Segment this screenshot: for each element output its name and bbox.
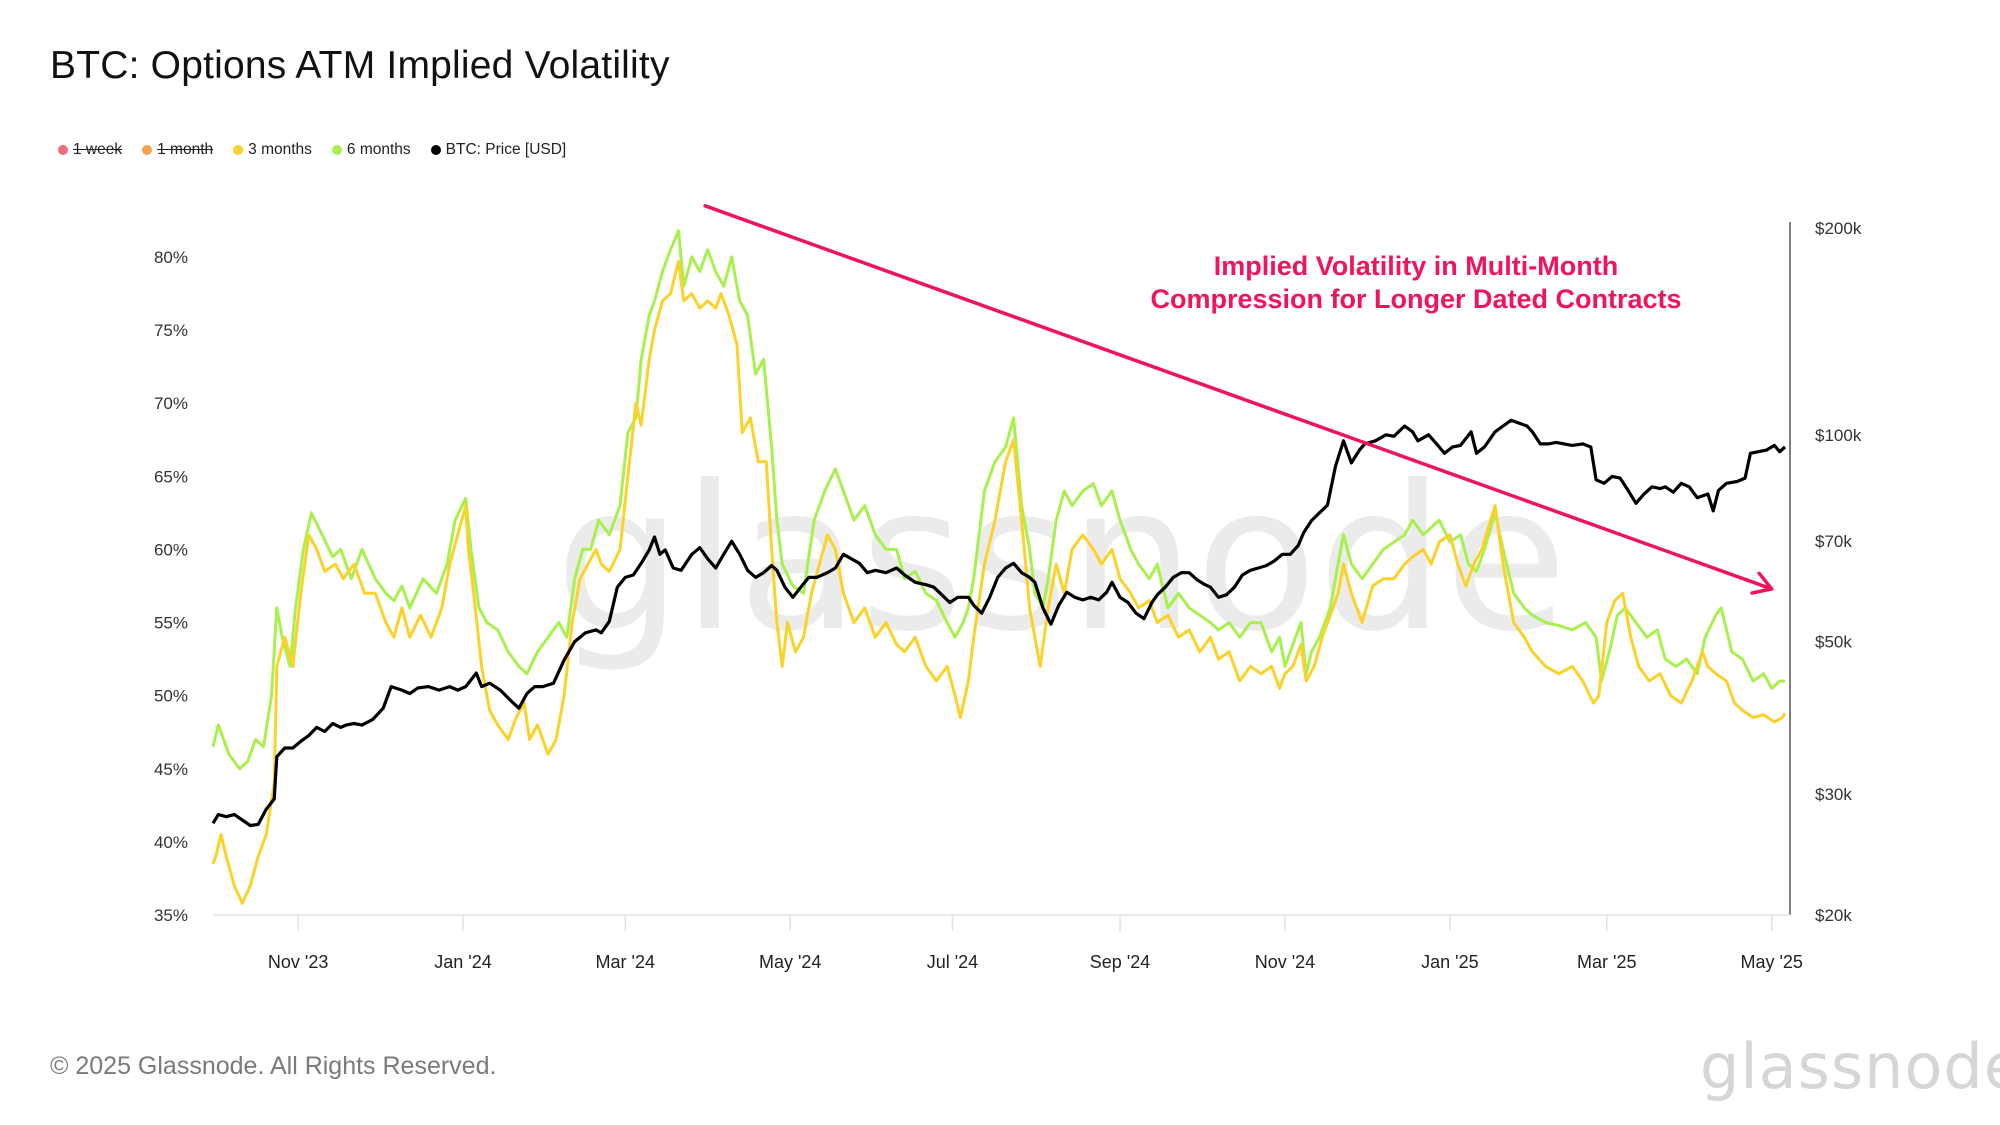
x-tick-label: Sep '24 xyxy=(1090,952,1151,972)
copyright-text: © 2025 Glassnode. All Rights Reserved. xyxy=(50,1052,497,1080)
y-left-tick-label: 65% xyxy=(154,467,188,486)
legend-item[interactable]: 1 month xyxy=(142,141,213,159)
annotation-group: Implied Volatility in Multi-MonthCompres… xyxy=(703,204,1774,595)
y-left-tick-label: 70% xyxy=(154,394,188,413)
y-left-tick-label: 80% xyxy=(154,248,188,267)
legend-dot-icon xyxy=(331,145,342,155)
legend-label: 1 week xyxy=(73,141,123,158)
x-tick-label: May '24 xyxy=(759,952,821,972)
x-tick-label: Jul '24 xyxy=(927,952,978,972)
y-axis-right: $20k $30k $50k $70k $100k $200k xyxy=(1789,219,1862,925)
legend-label: BTC: Price [USD] xyxy=(445,141,567,158)
annotation-text-line: Compression for Longer Dated Contracts xyxy=(1150,284,1681,314)
annotation-arrowhead-icon xyxy=(1750,571,1774,595)
x-tick-label: May '25 xyxy=(1740,952,1802,972)
watermark: glassnode xyxy=(555,443,1568,676)
x-tick-label: Nov '23 xyxy=(268,952,328,972)
annotation-text-line: Implied Volatility in Multi-Month xyxy=(1214,251,1618,281)
legend-item[interactable]: 6 months xyxy=(331,141,411,159)
legend-item[interactable]: BTC: Price [USD] xyxy=(430,141,567,159)
y-right-tick-label: $30k xyxy=(1815,785,1852,804)
legend-label: 1 month xyxy=(157,141,214,158)
y-right-tick-label: $100k xyxy=(1815,426,1862,445)
legend-dot-icon xyxy=(142,145,153,155)
y-right-tick-label: $50k xyxy=(1815,633,1852,652)
x-tick-label: Nov '24 xyxy=(1255,952,1315,972)
legend-item[interactable]: 3 months xyxy=(233,141,312,159)
y-left-tick-label: 40% xyxy=(154,833,188,852)
x-tick-label: Mar '25 xyxy=(1577,952,1636,972)
chart-title: BTC: Options ATM Implied Volatility xyxy=(50,44,670,87)
y-axis-left: 35% 40% 45% 50% 55% 60% 65% 70% 75% 80% xyxy=(154,248,188,925)
y-right-tick-label: $70k xyxy=(1815,532,1852,551)
glassnode-logo: glassnode xyxy=(1700,1030,2000,1103)
x-axis: Nov '23 Jan '24 Mar '24 May '24 Jul '24 Sep '… xyxy=(213,914,1803,972)
legend: 1 week 1 month 3 months 6 months BTC: Price … xyxy=(58,138,586,162)
legend-dot-icon xyxy=(430,145,441,155)
y-left-tick-label: 45% xyxy=(154,760,188,779)
x-tick-label: Mar '24 xyxy=(596,952,655,972)
y-left-tick-label: 75% xyxy=(154,321,188,340)
legend-dot-icon xyxy=(233,145,244,155)
series-line-btc-price-usd xyxy=(211,418,1787,828)
x-tick-label: Jan '24 xyxy=(434,952,491,972)
annotation-arrow-line xyxy=(703,204,1774,591)
legend-label: 6 months xyxy=(346,141,411,158)
series-group xyxy=(211,229,1787,905)
y-left-tick-label: 60% xyxy=(154,540,188,559)
y-right-tick-label: $200k xyxy=(1815,219,1862,238)
legend-label: 3 months xyxy=(248,141,312,158)
x-tick-label: Jan '25 xyxy=(1421,952,1478,972)
legend-dot-icon xyxy=(58,145,68,155)
y-left-tick-label: 50% xyxy=(154,687,188,706)
y-left-tick-label: 35% xyxy=(154,906,188,925)
y-left-tick-label: 55% xyxy=(154,614,188,633)
legend-item[interactable]: 1 week xyxy=(58,141,122,159)
series-line-3-months xyxy=(211,259,1787,905)
y-right-tick-label: $20k xyxy=(1815,906,1852,925)
